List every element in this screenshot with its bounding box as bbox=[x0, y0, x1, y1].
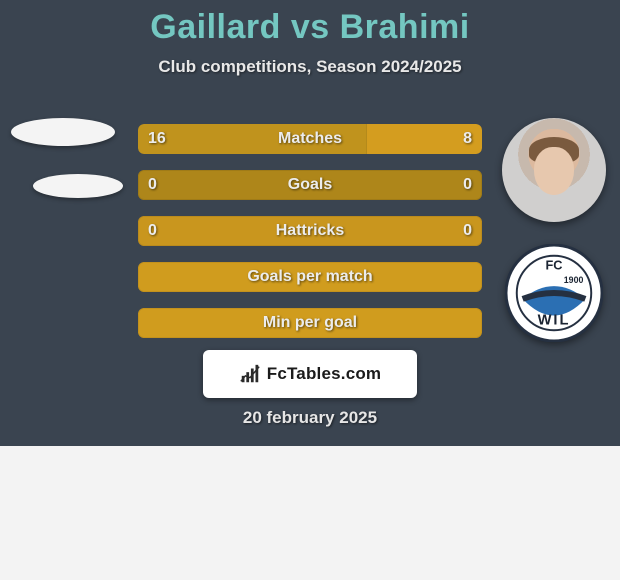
badge-text-wil: WIL bbox=[538, 312, 571, 328]
stat-seg-full bbox=[138, 216, 482, 246]
stat-value-right: 8 bbox=[463, 124, 472, 154]
stat-value-left: 0 bbox=[148, 216, 157, 246]
player-avatar bbox=[502, 118, 606, 222]
club-badge-svg: FC 1900 WIL bbox=[505, 244, 603, 342]
club-badge: FC 1900 WIL bbox=[505, 244, 603, 342]
lower-panel bbox=[0, 446, 620, 580]
stat-value-right: 0 bbox=[463, 170, 472, 200]
chart-icon bbox=[239, 363, 261, 385]
stat-value-left: 16 bbox=[148, 124, 166, 154]
avatar-placeholder bbox=[11, 118, 115, 146]
stat-seg-full bbox=[138, 308, 482, 338]
stat-value-right: 0 bbox=[463, 216, 472, 246]
stat-row: Min per goal bbox=[138, 308, 482, 338]
page-subtitle: Club competitions, Season 2024/2025 bbox=[0, 57, 620, 77]
source-badge: FcTables.com bbox=[203, 350, 417, 398]
stat-row: 00Hattricks bbox=[138, 216, 482, 246]
stat-seg-full bbox=[138, 170, 482, 200]
badge-text-fc: FC bbox=[546, 257, 563, 272]
page-title: Gaillard vs Brahimi bbox=[0, 0, 620, 47]
stat-seg-left bbox=[138, 124, 367, 154]
stat-seg-full bbox=[138, 262, 482, 292]
stat-row: 00Goals bbox=[138, 170, 482, 200]
stat-row: 168Matches bbox=[138, 124, 482, 154]
stats-card: Gaillard vs Brahimi Club competitions, S… bbox=[0, 0, 620, 580]
right-player-column: FC 1900 WIL bbox=[500, 118, 608, 342]
stat-value-left: 0 bbox=[148, 170, 157, 200]
stat-row: Goals per match bbox=[138, 262, 482, 292]
club-placeholder bbox=[33, 174, 123, 198]
left-player-column bbox=[8, 118, 118, 226]
brand-text: FcTables.com bbox=[267, 364, 382, 384]
date-text: 20 february 2025 bbox=[0, 408, 620, 428]
comparison-bars: 168Matches00Goals00HattricksGoals per ma… bbox=[138, 124, 482, 354]
badge-text-year: 1900 bbox=[564, 275, 584, 285]
